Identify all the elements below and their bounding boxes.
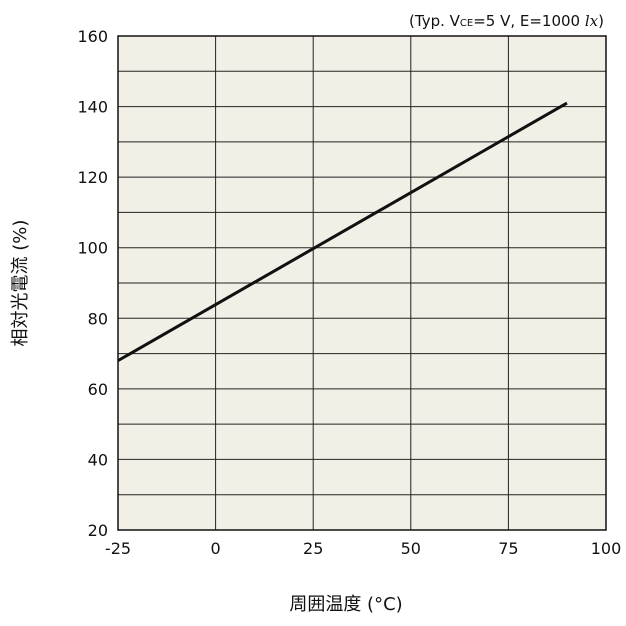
annotation-prefix: (Typ. V [409, 12, 461, 30]
annotation-suffix: ) [598, 12, 604, 30]
x-tick-label: 0 [211, 539, 221, 558]
x-tick-label: 25 [303, 539, 323, 558]
y-axis-title: 相対光電流 (%) [10, 220, 31, 347]
series-line [117, 101, 568, 362]
x-tick-labels: -25 0 25 50 75 100 [105, 539, 621, 558]
y-tick-label: 40 [88, 450, 108, 469]
x-tick-label: 50 [401, 539, 421, 558]
chart-annotation: (Typ. VCE=5 V, E=1000 lx) [409, 12, 604, 30]
y-tick-label: 140 [77, 98, 108, 117]
y-tick-label: 80 [88, 309, 108, 328]
y-tick-labels: 20 40 60 80 100 120 140 160 [77, 27, 108, 540]
y-tick-label: 120 [77, 168, 108, 187]
grid [118, 36, 606, 530]
x-tick-label: 100 [591, 539, 622, 558]
x-axis-title: 周囲温度 (°C) [289, 594, 402, 615]
y-tick-label: 60 [88, 380, 108, 399]
annotation-middle: =5 V, E=1000 [473, 12, 585, 30]
y-tick-label: 100 [77, 239, 108, 258]
annotation-unit: lx [585, 12, 599, 30]
plot-frame [117, 35, 607, 531]
series-group [117, 101, 568, 362]
x-tick-label: 75 [498, 539, 518, 558]
y-tick-label: 160 [77, 27, 108, 46]
annotation-subscript: CE [460, 18, 473, 29]
y-tick-label: 20 [88, 521, 108, 540]
x-tick-label: -25 [105, 539, 131, 558]
